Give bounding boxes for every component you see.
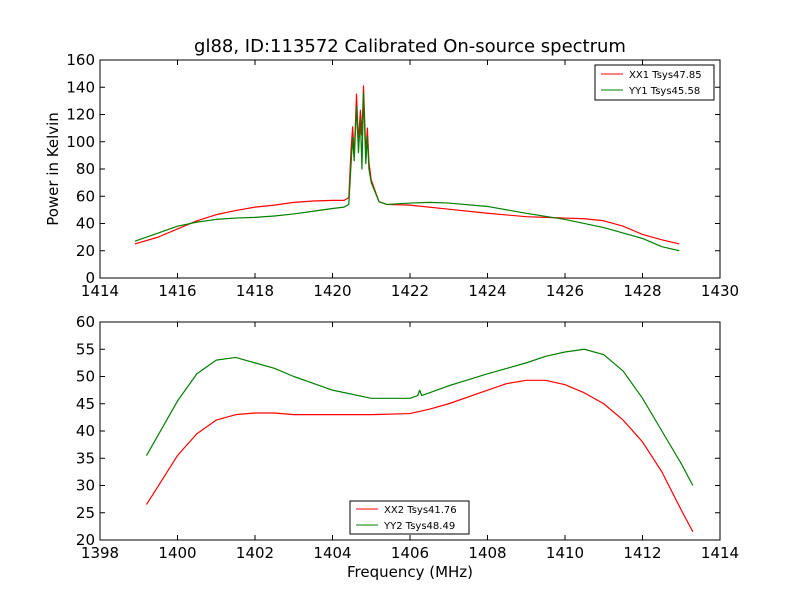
top-series-line-1 bbox=[134, 92, 680, 252]
bottom-x-tick-label: 1410 bbox=[546, 544, 584, 562]
top-x-tick-label: 1424 bbox=[468, 282, 506, 300]
bottom-y-tick-label: 50 bbox=[76, 368, 95, 386]
bottom-series-line-1 bbox=[145, 348, 694, 486]
bottom-y-tick-label: 45 bbox=[76, 395, 95, 413]
bottom-legend-box bbox=[349, 500, 470, 535]
top-x-tick-label: 1426 bbox=[546, 282, 584, 300]
bottom-legend-label-xx2: XX2 Tsys41.76 bbox=[384, 505, 457, 516]
top-x-tick-label: 1420 bbox=[313, 282, 351, 300]
top-x-tick-label: 1428 bbox=[623, 282, 661, 300]
bottom-series-line-0 bbox=[145, 379, 694, 533]
chart-title: gl88, ID:113572 Calibrated On-source spe… bbox=[194, 36, 626, 57]
bottom-x-tick-label: 1408 bbox=[468, 544, 506, 562]
top-legend-label-yy1: YY1 Tsys45.58 bbox=[628, 86, 700, 97]
bottom-y-tick-label: 35 bbox=[76, 449, 95, 467]
top-x-tick-label: 1422 bbox=[391, 282, 429, 300]
bottom-y-tick-label: 60 bbox=[76, 313, 95, 331]
bottom-spectrum-panel: 1398 1400 1402 1404 1406 1408 1410 1412 1414 20 25… bbox=[76, 313, 739, 581]
top-x-tick-label: 1430 bbox=[701, 282, 739, 300]
top-y-tick-label: 20 bbox=[76, 242, 95, 260]
bottom-x-tick-label: 1412 bbox=[623, 544, 661, 562]
bottom-y-tick-label: 55 bbox=[76, 340, 95, 358]
bottom-y-tick-label: 20 bbox=[76, 531, 95, 549]
top-y-tick-label: 120 bbox=[66, 106, 95, 124]
top-y-tick-label: 60 bbox=[76, 187, 95, 205]
top-x-tick-label: 1418 bbox=[236, 282, 274, 300]
top-y-tick-label: 80 bbox=[76, 160, 95, 178]
top-y-tick-label: 160 bbox=[66, 51, 95, 69]
top-y-tick-label: 140 bbox=[66, 78, 95, 96]
bottom-y-tick-label: 30 bbox=[76, 477, 95, 495]
top-y-axis-label: Power in Kelvin bbox=[44, 112, 62, 226]
top-y-tick-label: 40 bbox=[76, 215, 95, 233]
top-legend-box bbox=[594, 64, 715, 101]
bottom-y-tick-label: 40 bbox=[76, 422, 95, 440]
top-y-tick-label: 0 bbox=[85, 269, 95, 287]
top-legend: XX1 Tsys47.85 YY1 Tsys45.58 bbox=[594, 64, 715, 101]
bottom-y-tick-label: 25 bbox=[76, 504, 95, 522]
top-legend-label-xx1: XX1 Tsys47.85 bbox=[629, 70, 702, 81]
bottom-series-layer bbox=[145, 348, 694, 533]
bottom-x-tick-label: 1398 bbox=[81, 544, 119, 562]
bottom-x-tick-label: 1400 bbox=[158, 544, 196, 562]
bottom-legend: XX2 Tsys41.76 YY2 Tsys48.49 bbox=[349, 500, 470, 535]
top-x-tick-label: 1414 bbox=[81, 282, 119, 300]
top-ticks-layer: 1414 1416 1418 1420 1422 1424 1426 1428 1430 0 20 4… bbox=[66, 51, 739, 300]
bottom-x-tick-label: 1406 bbox=[391, 544, 429, 562]
top-x-tick-label: 1416 bbox=[158, 282, 196, 300]
bottom-x-tick-label: 1404 bbox=[313, 544, 351, 562]
bottom-x-tick-label: 1414 bbox=[701, 544, 739, 562]
top-y-tick-label: 100 bbox=[66, 133, 95, 151]
bottom-legend-label-yy2: YY2 Tsys48.49 bbox=[383, 521, 455, 532]
x-axis-label: Frequency (MHz) bbox=[347, 563, 473, 581]
top-spectrum-panel: gl88, ID:113572 Calibrated On-source spe… bbox=[44, 36, 739, 300]
top-series-layer bbox=[134, 85, 680, 252]
bottom-ticks-layer: 1398 1400 1402 1404 1406 1408 1410 1412 1414 20 25… bbox=[76, 313, 739, 562]
bottom-x-tick-label: 1402 bbox=[236, 544, 274, 562]
